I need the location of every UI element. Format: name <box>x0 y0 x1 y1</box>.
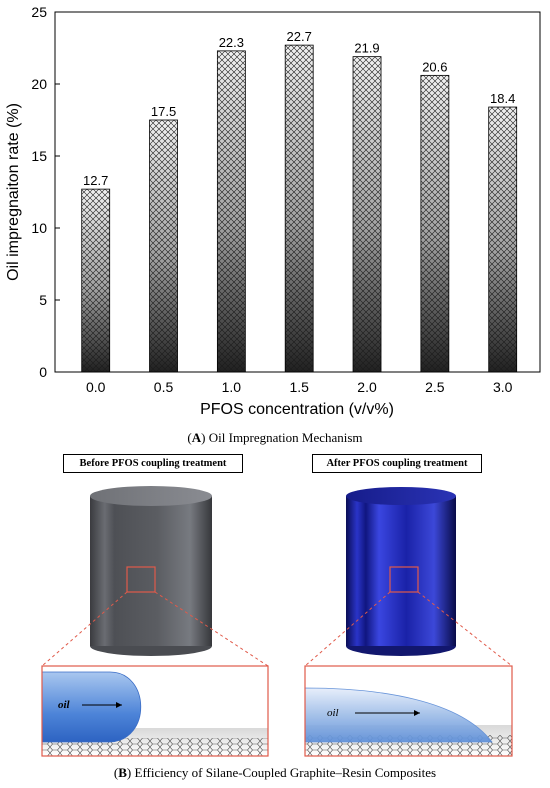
bar-hatch <box>216 50 246 373</box>
after-treatment-label: After PFOS coupling treatment <box>312 454 482 473</box>
bar-chart: 0 5 10 15 20 25 0.0 0.5 1.0 1.5 2.0 2.5 3.0 12.7 17.… <box>5 4 541 418</box>
x-tick-label: 2.5 <box>425 379 445 395</box>
bar <box>149 119 178 373</box>
bar-value-label: 12.7 <box>83 173 108 188</box>
zoom-square-before <box>126 566 156 593</box>
cylinder-after <box>346 487 456 656</box>
bar-hatch <box>149 119 178 373</box>
bar <box>284 44 314 373</box>
caption-a-text: Oil Impregnation Mechanism <box>205 430 363 445</box>
caption-a-letter: A <box>191 430 202 445</box>
bar <box>488 106 518 373</box>
y-tick-label: 20 <box>31 76 47 92</box>
caption-b-text: Efficiency of Silane-Coupled Graphite–Re… <box>131 765 437 780</box>
y-tick-label: 5 <box>39 292 47 308</box>
y-tick-label: 10 <box>31 220 47 236</box>
y-axis: 0 5 10 15 20 25 <box>31 4 60 380</box>
bar-hatch <box>352 56 382 373</box>
x-tick-label: 2.0 <box>357 379 377 395</box>
bar-value-label: 21.9 <box>354 41 379 56</box>
cylinder-before <box>90 486 212 656</box>
x-tick-label: 0.5 <box>154 379 174 395</box>
bar-hatch <box>81 188 111 373</box>
bar-value-label: 18.4 <box>490 91 515 106</box>
bar <box>420 74 450 373</box>
bars: 12.7 17.5 22.3 22.7 21.9 20.6 18.4 <box>81 29 518 373</box>
bar-value-label: 22.3 <box>219 35 244 50</box>
bar-hatch <box>420 74 450 373</box>
zoom-box-after <box>304 665 513 757</box>
oil-impregnation-illustration: oil oil <box>41 486 513 757</box>
x-tick-label: 0.0 <box>86 379 106 395</box>
x-tick-label: 1.5 <box>289 379 309 395</box>
before-treatment-label: Before PFOS coupling treatment <box>63 454 243 473</box>
zoom-square-after <box>389 566 419 593</box>
y-axis-label: Oil impregnaiton rate (%) <box>5 103 22 281</box>
y-tick-label: 0 <box>39 364 47 380</box>
zoom-box-before <box>41 665 269 757</box>
bar-value-label: 22.7 <box>287 29 312 44</box>
bar-value-label: 17.5 <box>151 104 176 119</box>
x-tick-label: 1.0 <box>222 379 242 395</box>
bar-hatch <box>284 44 314 373</box>
x-axis-label: PFOS concentration (v/v%) <box>200 401 394 418</box>
bar <box>216 50 246 373</box>
caption-b: (B) Efficiency of Silane-Coupled Graphit… <box>113 765 437 780</box>
bar-value-label: 20.6 <box>422 59 447 74</box>
bar <box>352 56 382 373</box>
y-tick-label: 25 <box>31 4 47 20</box>
x-tick-label: 3.0 <box>493 379 513 395</box>
bar <box>81 188 111 373</box>
oil-label-before: oil <box>58 699 71 711</box>
bar-hatch <box>488 106 518 373</box>
x-axis: 0.0 0.5 1.0 1.5 2.0 2.5 3.0 <box>86 367 513 395</box>
y-tick-label: 15 <box>31 148 47 164</box>
caption-a: (A) Oil Impregnation Mechanism <box>187 430 363 445</box>
caption-b-letter: B <box>118 765 127 780</box>
zoom-connectors <box>41 591 513 667</box>
oil-label-after: oil <box>327 707 339 719</box>
